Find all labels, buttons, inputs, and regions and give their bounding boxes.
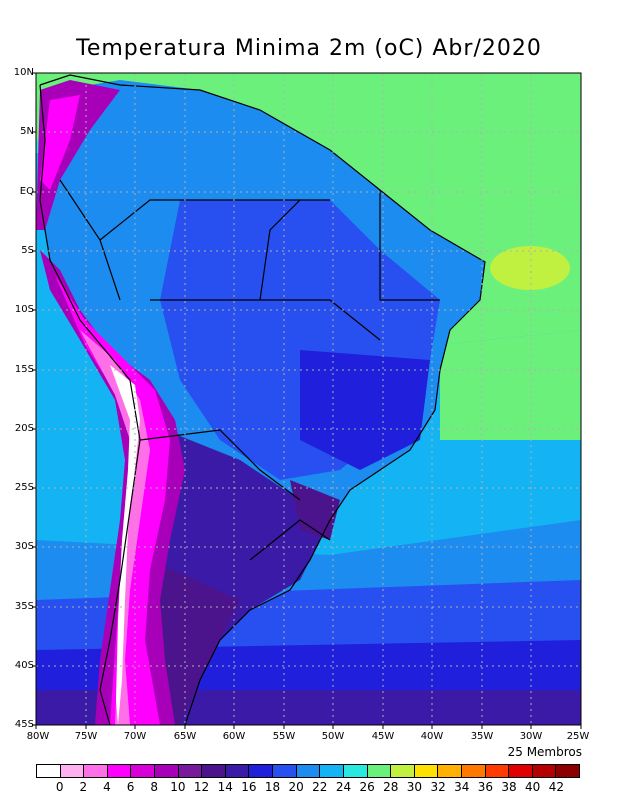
colorbar-swatch (273, 765, 297, 777)
colorbar-label: 20 (288, 780, 304, 794)
lon-label: 75W (74, 731, 98, 742)
colorbar-swatch (485, 765, 510, 777)
colorbar-swatch (155, 765, 179, 777)
lat-label: 10N (13, 67, 34, 78)
colorbar-swatch (461, 765, 486, 777)
colorbar-swatch (249, 765, 274, 777)
warm-anomaly (490, 246, 570, 290)
colorbar-label: 22 (312, 780, 328, 794)
lat-label: 45S (14, 719, 34, 730)
lon-label: 35W (470, 731, 494, 742)
map-frame (35, 72, 582, 726)
colorbar-swatch (509, 765, 533, 777)
lon-label: 50W (321, 731, 345, 742)
colorbar-swatch (343, 765, 368, 777)
colorbar-swatch (391, 765, 415, 777)
lon-label: 55W (272, 731, 296, 742)
colorbar-swatch (438, 765, 462, 777)
colorbar-label: 4 (103, 780, 111, 794)
colorbar-swatch (556, 765, 580, 777)
colorbar-swatch (60, 765, 85, 777)
colorbar-label: 10 (170, 780, 186, 794)
colorbar-swatch (107, 765, 132, 777)
colorbar-swatch (532, 765, 557, 777)
lon-label: 80W (26, 731, 50, 742)
colorbar-swatch (178, 765, 203, 777)
lon-label: 45W (371, 731, 395, 742)
lat-label: 40S (14, 660, 34, 671)
lon-label: 30W (519, 731, 543, 742)
colorbar-label: 12 (193, 780, 210, 794)
colorbar-swatch (202, 765, 226, 777)
axis-ticks (32, 72, 582, 729)
colorbar-label: 14 (217, 780, 233, 794)
lat-label: EQ (19, 186, 34, 197)
colorbar-label: 0 (55, 780, 64, 794)
colorbar-swatch (84, 765, 108, 777)
colorbar-label: 26 (359, 780, 375, 794)
lat-label: 20S (14, 423, 34, 434)
lat-label: 5N (20, 126, 34, 137)
colorbar-swatch (131, 765, 156, 777)
colorbar-label: 16 (241, 780, 257, 794)
lat-label: 5S (21, 245, 34, 256)
graticule (36, 73, 581, 725)
lat-label: 35S (14, 601, 34, 612)
map-title: Temperatura Minima 2m (oC) Abr/2020 (76, 36, 542, 61)
colorbar-label: 38 (501, 780, 517, 794)
colorbar-swatch (37, 765, 61, 777)
lat-label: 15S (14, 364, 34, 375)
colorbar-label: 18 (264, 780, 281, 794)
colorbar-swatch (296, 765, 321, 777)
colorbar-label: 8 (150, 780, 159, 794)
colorbar-label: 42 (548, 780, 564, 794)
lat-label: 25S (14, 482, 34, 493)
colorbar-swatch (414, 765, 439, 777)
colorbar-label: 40 (525, 780, 541, 794)
colorbar-label: 6 (126, 780, 135, 794)
colorbar-label: 24 (335, 780, 352, 794)
lon-label: 40W (420, 731, 444, 742)
colorbar-swatch (225, 765, 250, 777)
colorbar-swatch (320, 765, 344, 777)
colorbar-label: 34 (454, 780, 470, 794)
colorbar-label: 28 (383, 780, 399, 794)
lon-label: 60W (222, 731, 246, 742)
lon-label: 65W (173, 731, 197, 742)
lon-label: 25W (566, 731, 590, 742)
colorbar-label: 30 (406, 780, 423, 794)
colorbar-label: 36 (477, 780, 494, 794)
colorbar-label: 2 (79, 780, 88, 794)
lat-label: 10S (14, 304, 34, 315)
andes-cold-band (40, 250, 185, 725)
colorbar-label: 32 (430, 780, 446, 794)
colorbar (36, 764, 580, 778)
lon-label: 70W (123, 731, 147, 742)
lat-label: 30S (14, 541, 34, 552)
colorbar-swatch (367, 765, 392, 777)
members-label: 25 Membros (507, 745, 582, 759)
